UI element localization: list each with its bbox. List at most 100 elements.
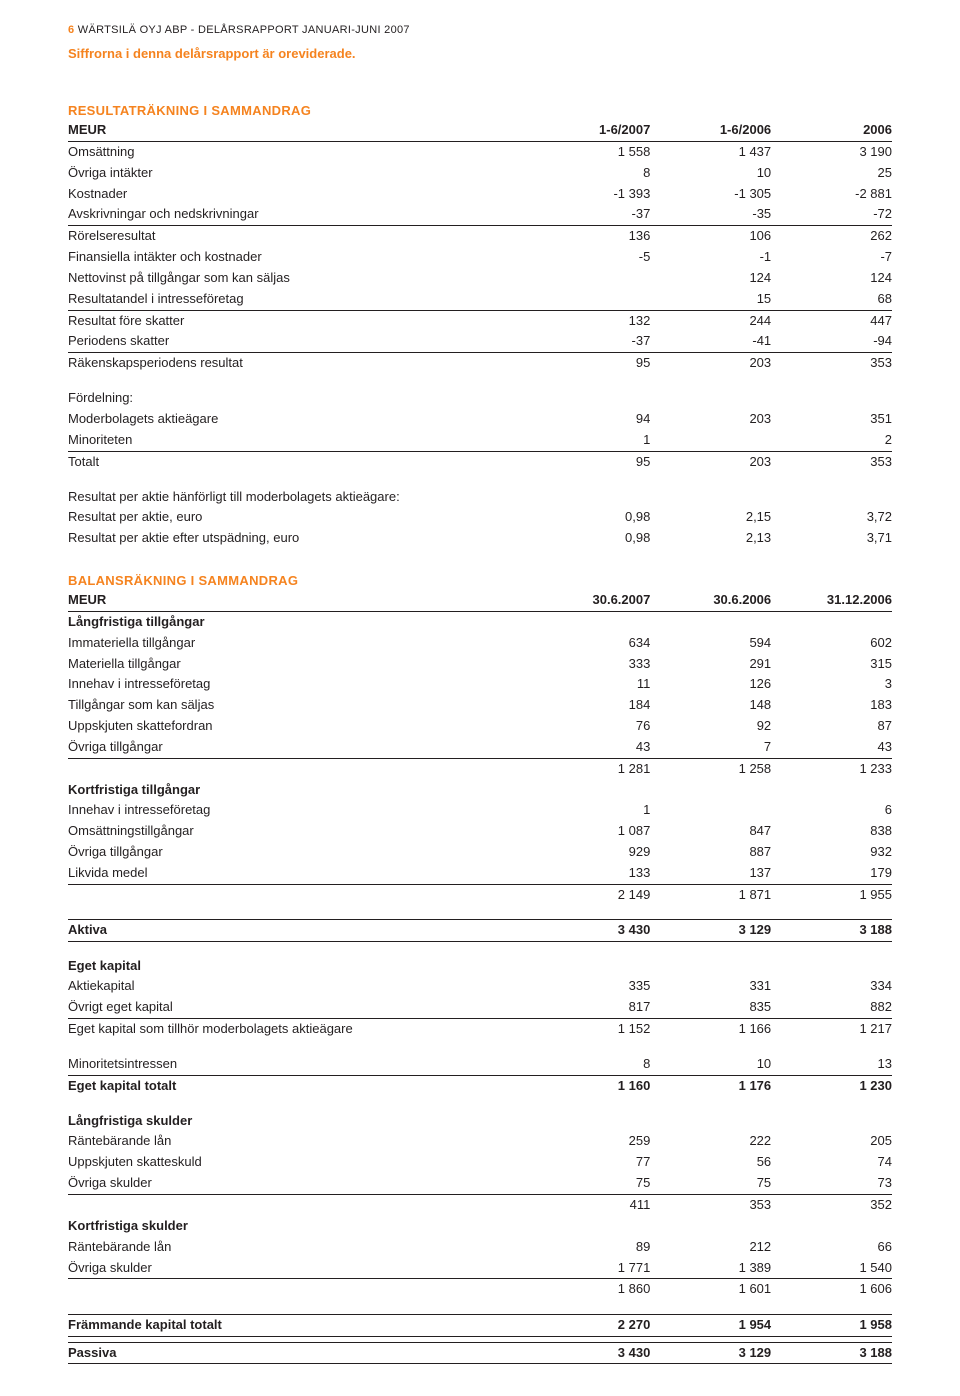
minority-row: Minoritetsintressen 8 10 13: [68, 1054, 892, 1075]
row-label: Minoritetsintressen: [68, 1054, 530, 1075]
row-value: [650, 800, 771, 821]
row-value: 124: [650, 268, 771, 289]
row-value: 1 233: [771, 758, 892, 779]
table-row: Kostnader-1 393-1 305-2 881: [68, 184, 892, 205]
row-label: Främmande kapital totalt: [68, 1314, 530, 1336]
page-number: 6: [68, 24, 74, 36]
row-value: 66: [771, 1237, 892, 1258]
row-value: 179: [771, 863, 892, 884]
row-label: [68, 1279, 530, 1300]
table-row: Materiella tillgångar333291315: [68, 654, 892, 675]
table-row: Resultat per aktie, euro0,982,153,72: [68, 507, 892, 528]
row-value: 137: [650, 863, 771, 884]
row-value: -37: [530, 331, 651, 352]
row-value: -1 393: [530, 184, 651, 205]
row-label: Aktiekapital: [68, 976, 530, 997]
row-label: Eget kapital totalt: [68, 1075, 530, 1096]
row-value: 124: [771, 268, 892, 289]
col-header: 30.6.2006: [650, 590, 771, 611]
row-label: Eget kapital som tillhör moderbolagets a…: [68, 1019, 530, 1040]
table-row: Innehav i intresseföretag16: [68, 800, 892, 821]
row-value: 3 188: [771, 920, 892, 942]
row-value: 203: [650, 409, 771, 430]
row-value: 75: [650, 1173, 771, 1194]
row-value: 2,15: [650, 507, 771, 528]
row-value: 205: [771, 1131, 892, 1152]
row-value: 634: [530, 633, 651, 654]
row-label: Totalt: [68, 451, 530, 472]
row-value: -2 881: [771, 184, 892, 205]
row-label: Övriga skulder: [68, 1258, 530, 1279]
table-row: Omsättningstillgångar1 087847838: [68, 821, 892, 842]
row-label: [68, 1194, 530, 1215]
table-row: Moderbolagets aktieägare94203351: [68, 409, 892, 430]
row-value: 2 149: [530, 884, 651, 905]
row-value: 817: [530, 997, 651, 1018]
income-header-row: MEUR 1-6/2007 1-6/2006 2006: [68, 120, 892, 141]
table-row: 411353352: [68, 1194, 892, 1215]
row-value: 68: [771, 289, 892, 310]
liab-total-row: Främmande kapital totalt 2 270 1 954 1 9…: [68, 1314, 892, 1336]
row-value: 3 430: [530, 920, 651, 942]
row-value: 89: [530, 1237, 651, 1258]
row-value: [650, 430, 771, 451]
row-value: 3 129: [650, 920, 771, 942]
row-value: 1 954: [650, 1314, 771, 1336]
row-label: Innehav i intresseföretag: [68, 674, 530, 695]
row-value: 1: [530, 800, 651, 821]
row-value: 8: [530, 163, 651, 184]
row-value: -1 305: [650, 184, 771, 205]
row-value: 203: [650, 353, 771, 374]
row-label: Rörelseresultat: [68, 226, 530, 247]
row-value: 56: [650, 1152, 771, 1173]
row-value: 3,71: [771, 528, 892, 549]
row-value: 15: [650, 289, 771, 310]
row-value: 203: [650, 451, 771, 472]
row-value: [530, 268, 651, 289]
table-row: Övriga tillgångar929887932: [68, 842, 892, 863]
row-label: Resultatandel i intresseföretag: [68, 289, 530, 310]
row-value: 184: [530, 695, 651, 716]
col-header: 1-6/2007: [530, 120, 651, 141]
table-row: Övriga intäkter81025: [68, 163, 892, 184]
row-value: 3 129: [650, 1342, 771, 1364]
row-value: 838: [771, 821, 892, 842]
table-row: Nettovinst på tillgångar som kan säljas1…: [68, 268, 892, 289]
row-label: Uppskjuten skattefordran: [68, 716, 530, 737]
row-value: 333: [530, 654, 651, 675]
row-value: 212: [650, 1237, 771, 1258]
row-label: Övriga skulder: [68, 1173, 530, 1194]
col-header: 1-6/2006: [650, 120, 771, 141]
row-value: 1 601: [650, 1279, 771, 1300]
row-value: 262: [771, 226, 892, 247]
equity-total-row: Eget kapital totalt 1 160 1 176 1 230: [68, 1075, 892, 1096]
row-label: Övriga intäkter: [68, 163, 530, 184]
row-label: Övrigt eget kapital: [68, 997, 530, 1018]
row-value: 882: [771, 997, 892, 1018]
passiva-row: Passiva 3 430 3 129 3 188: [68, 1342, 892, 1364]
row-label: Innehav i intresseföretag: [68, 800, 530, 821]
table-row: Minoriteten12: [68, 430, 892, 451]
row-value: 92: [650, 716, 771, 737]
table-row: 2 1491 8711 955: [68, 884, 892, 905]
row-value: 1 176: [650, 1075, 771, 1096]
row-value: 1 152: [530, 1019, 651, 1040]
row-value: 7: [650, 737, 771, 758]
balance-header-row: MEUR 30.6.2007 30.6.2006 31.12.2006: [68, 590, 892, 611]
table-row: Eget kapital som tillhör moderbolagets a…: [68, 1019, 892, 1040]
row-value: -7: [771, 247, 892, 268]
table-row: Rörelseresultat136106262: [68, 226, 892, 247]
row-value: 43: [771, 737, 892, 758]
table-row: Omsättning1 5581 4373 190: [68, 141, 892, 162]
row-value: 222: [650, 1131, 771, 1152]
group-heading: Kortfristiga tillgångar: [68, 780, 530, 801]
row-value: 1 958: [771, 1314, 892, 1336]
table-row: Likvida medel133137179: [68, 863, 892, 884]
table-row: Övriga skulder757573: [68, 1173, 892, 1194]
row-value: 75: [530, 1173, 651, 1194]
eps-heading: Resultat per aktie hänförligt till moder…: [68, 487, 530, 508]
row-value: 126: [650, 674, 771, 695]
col-header: MEUR: [68, 590, 530, 611]
row-label: Finansiella intäkter och kostnader: [68, 247, 530, 268]
row-label: Resultat per aktie efter utspädning, eur…: [68, 528, 530, 549]
